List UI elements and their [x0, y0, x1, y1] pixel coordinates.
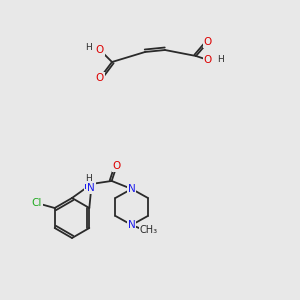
Text: CH₃: CH₃	[140, 225, 158, 235]
Text: N: N	[87, 183, 95, 193]
Text: N: N	[128, 220, 136, 230]
Text: O: O	[204, 55, 212, 65]
Text: O: O	[204, 37, 212, 47]
Text: Cl: Cl	[32, 198, 42, 208]
Text: O: O	[112, 161, 121, 171]
Text: H: H	[85, 43, 92, 52]
Text: H: H	[85, 174, 92, 183]
Text: N: N	[84, 182, 92, 191]
Text: O: O	[96, 73, 104, 83]
Text: H: H	[217, 56, 224, 64]
Text: N: N	[128, 184, 136, 194]
Text: O: O	[96, 45, 104, 55]
